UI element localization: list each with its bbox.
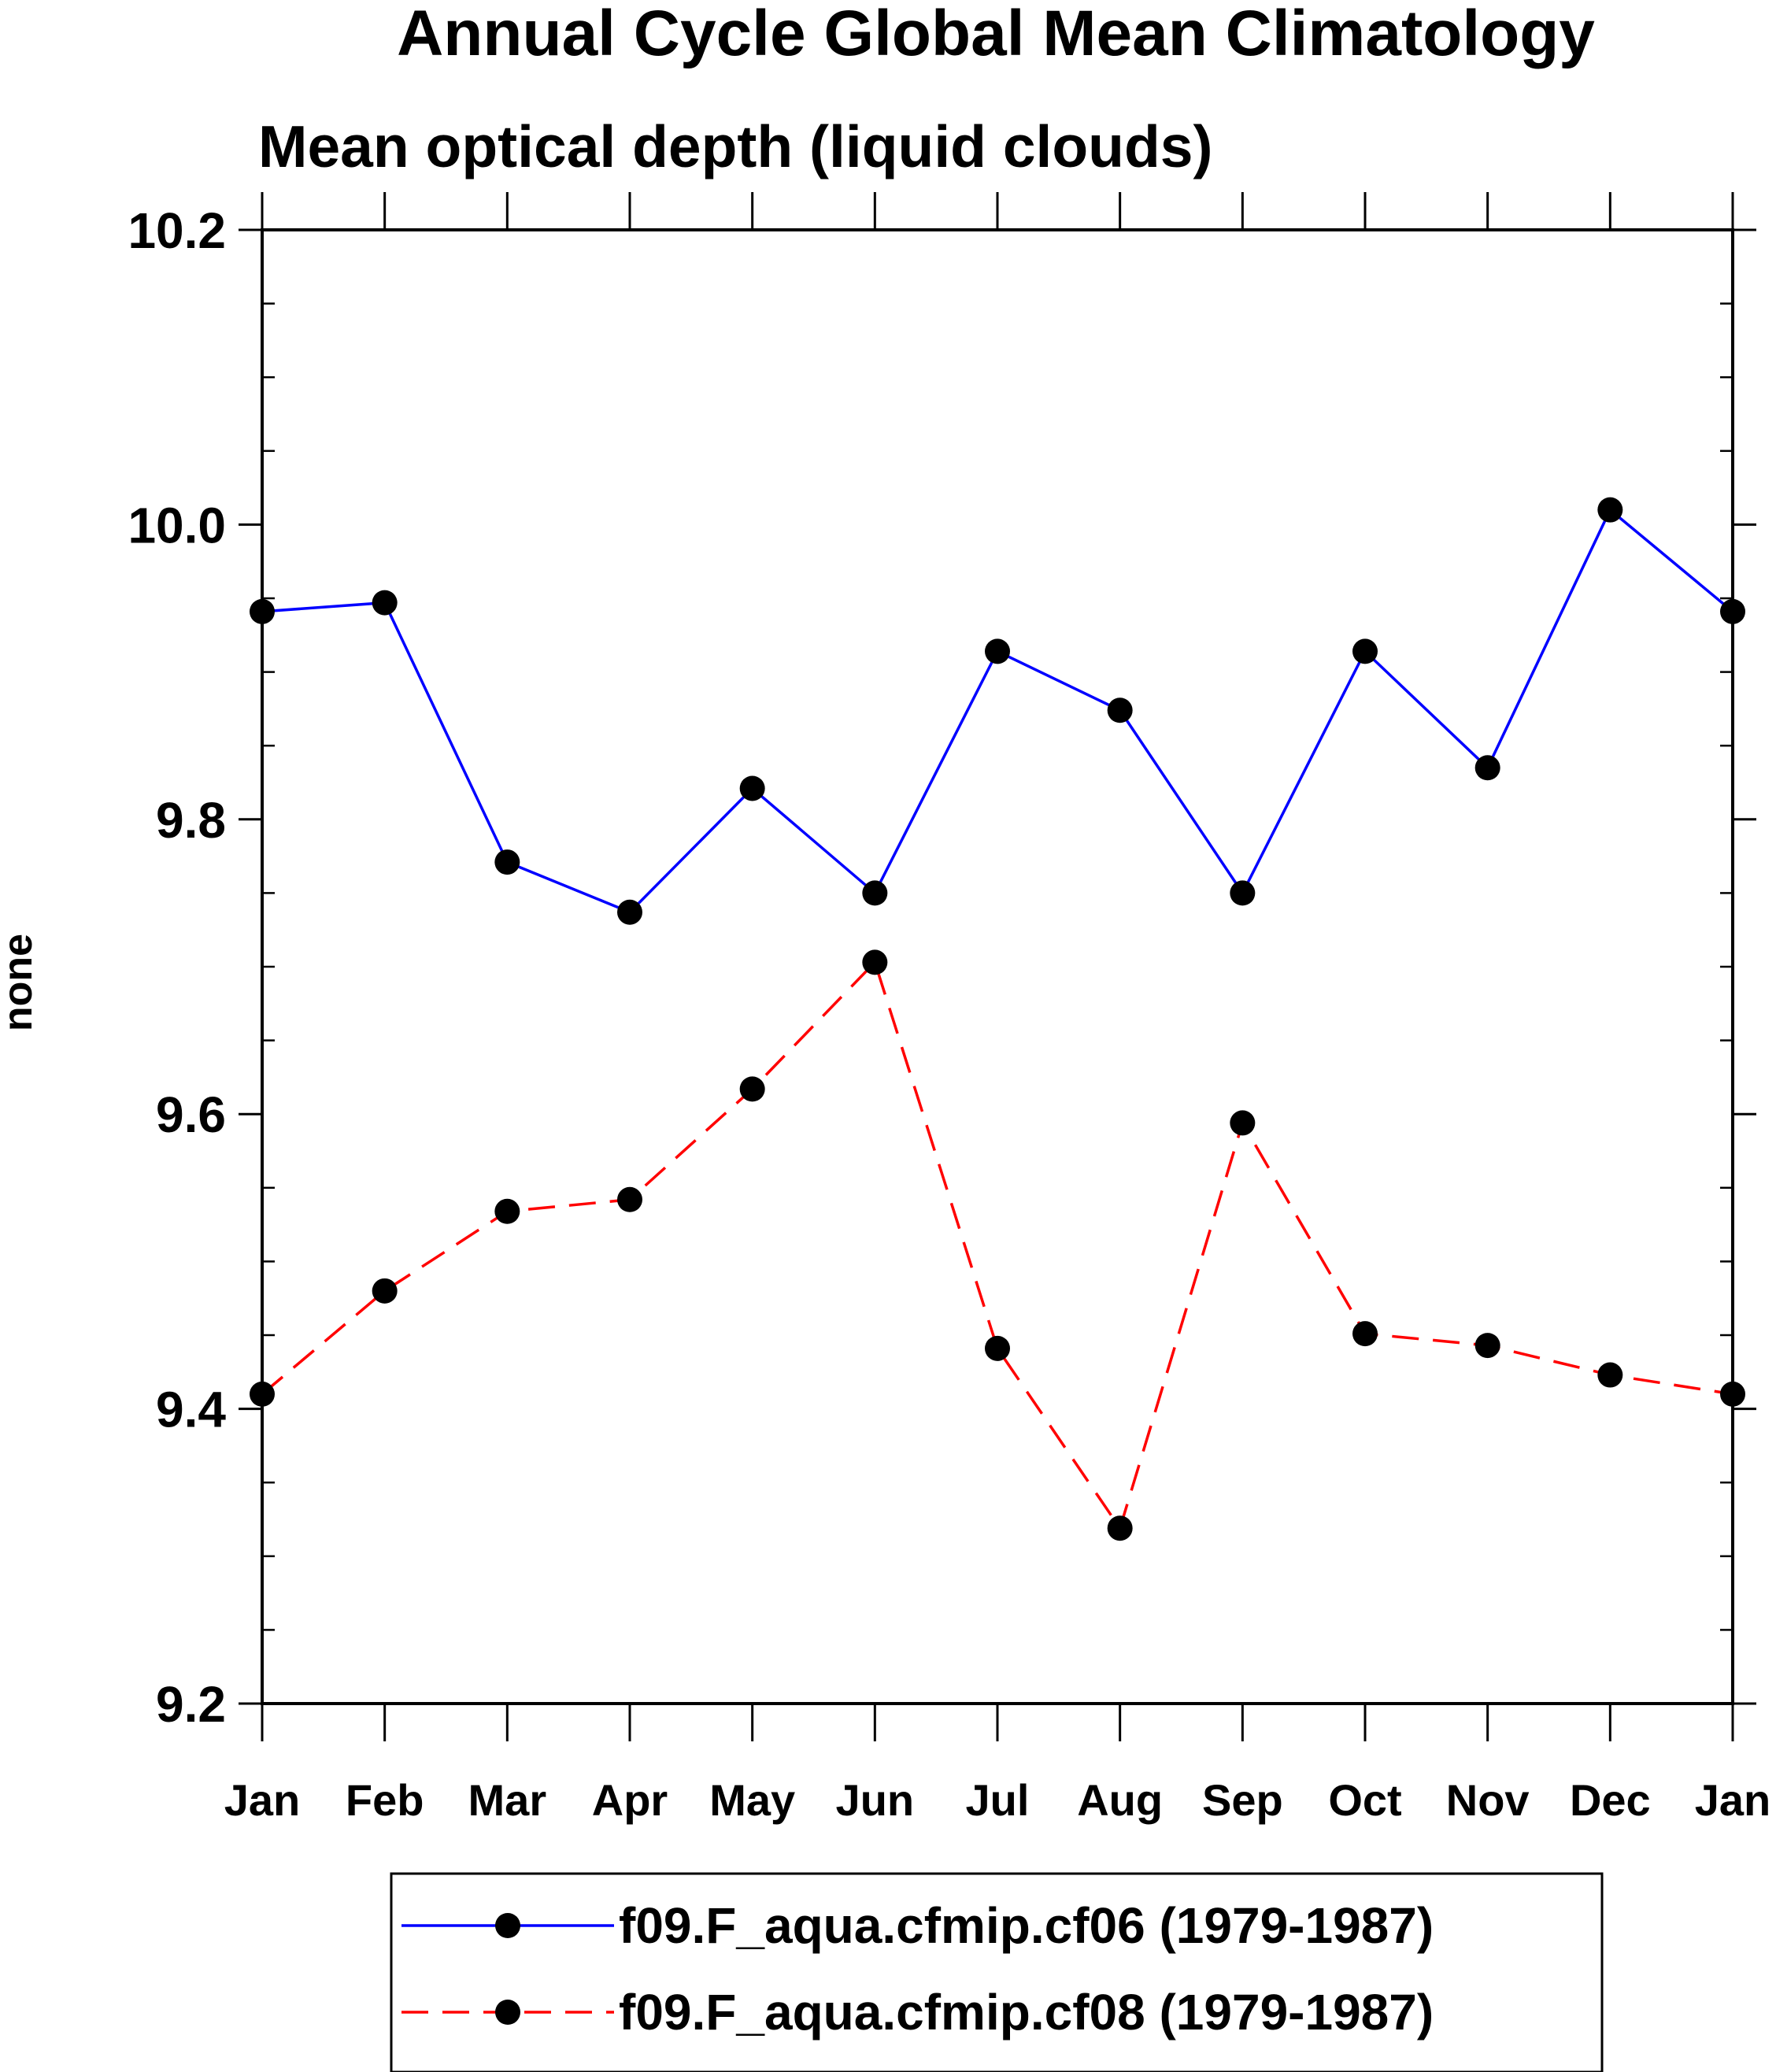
x-tick-label: Nov: [1446, 1775, 1530, 1825]
x-tick-label: Feb: [346, 1775, 424, 1825]
x-tick-label: Sep: [1202, 1775, 1283, 1825]
x-tick-label: Dec: [1570, 1775, 1651, 1825]
data-point-series-1: [1107, 697, 1133, 723]
series-layer: [250, 497, 1745, 1541]
y-tick-label: 9.2: [156, 1676, 226, 1733]
legend-entry-label: f09.F_aqua.cfmip.cf08 (1979-1987): [619, 1984, 1434, 2041]
x-tick-label: Apr: [592, 1775, 668, 1825]
y-tick-label: 10.0: [128, 497, 226, 553]
data-point-series-2: [1597, 1362, 1623, 1388]
x-tick-label: Mar: [468, 1775, 547, 1825]
x-tick-label: Jan: [224, 1775, 301, 1825]
data-point-series-2: [985, 1335, 1010, 1361]
data-point-series-1: [862, 880, 888, 906]
legend: f09.F_aqua.cfmip.cf06 (1979-1987) f09.F_a…: [390, 1872, 1604, 2072]
y-tick-label: 9.4: [156, 1382, 226, 1438]
legend-box: [390, 1872, 1604, 2072]
data-point-series-1: [1597, 497, 1623, 523]
chart-subtitle: Mean optical depth (liquid clouds): [258, 113, 1213, 179]
data-point-series-1: [1352, 638, 1378, 664]
axes-ticks: 9.2 9.4 9.6 9.8 10.0 10.2 Jan Feb Mar Apr May Jun Ju…: [128, 192, 1770, 1825]
x-tick-label: Oct: [1328, 1775, 1401, 1825]
x-tick-label: Jul: [966, 1775, 1030, 1825]
chart-title: Annual Cycle Global Mean Climatology: [397, 0, 1595, 69]
x-tick-label: Jun: [836, 1775, 915, 1825]
data-point-series-2: [494, 1198, 520, 1224]
series-line-1: [261, 507, 1734, 914]
data-point-series-1: [372, 590, 398, 616]
data-point-series-1: [739, 775, 765, 801]
legend-swatch-marker: [495, 2000, 520, 2025]
y-tick-label: 9.8: [156, 792, 226, 849]
plot-frame: [261, 228, 1734, 1705]
data-point-series-1: [1230, 880, 1256, 906]
data-point-series-1: [1474, 755, 1500, 781]
data-point-series-2: [1230, 1110, 1256, 1136]
data-point-series-1: [617, 899, 642, 925]
data-point-series-2: [1107, 1515, 1133, 1541]
data-point-series-2: [739, 1076, 765, 1102]
data-point-series-2: [862, 949, 888, 975]
data-point-series-1: [494, 849, 520, 875]
data-point-series-2: [1352, 1321, 1378, 1347]
x-tick-label: Aug: [1077, 1775, 1163, 1825]
data-point-series-1: [985, 638, 1010, 664]
data-point-series-2: [1474, 1333, 1500, 1359]
data-point-series-2: [372, 1278, 398, 1304]
y-tick-label: 9.6: [156, 1086, 226, 1143]
series-line-2: [261, 960, 1733, 1532]
data-point-series-2: [617, 1186, 642, 1212]
legend-entry-label: f09.F_aqua.cfmip.cf06 (1979-1987): [619, 1897, 1434, 1954]
y-tick-label: 10.2: [128, 202, 226, 259]
y-axis-label: none: [0, 934, 41, 1031]
legend-swatch-marker: [495, 1913, 520, 1938]
x-tick-label: Jan: [1695, 1775, 1771, 1825]
x-tick-label: May: [709, 1775, 795, 1825]
